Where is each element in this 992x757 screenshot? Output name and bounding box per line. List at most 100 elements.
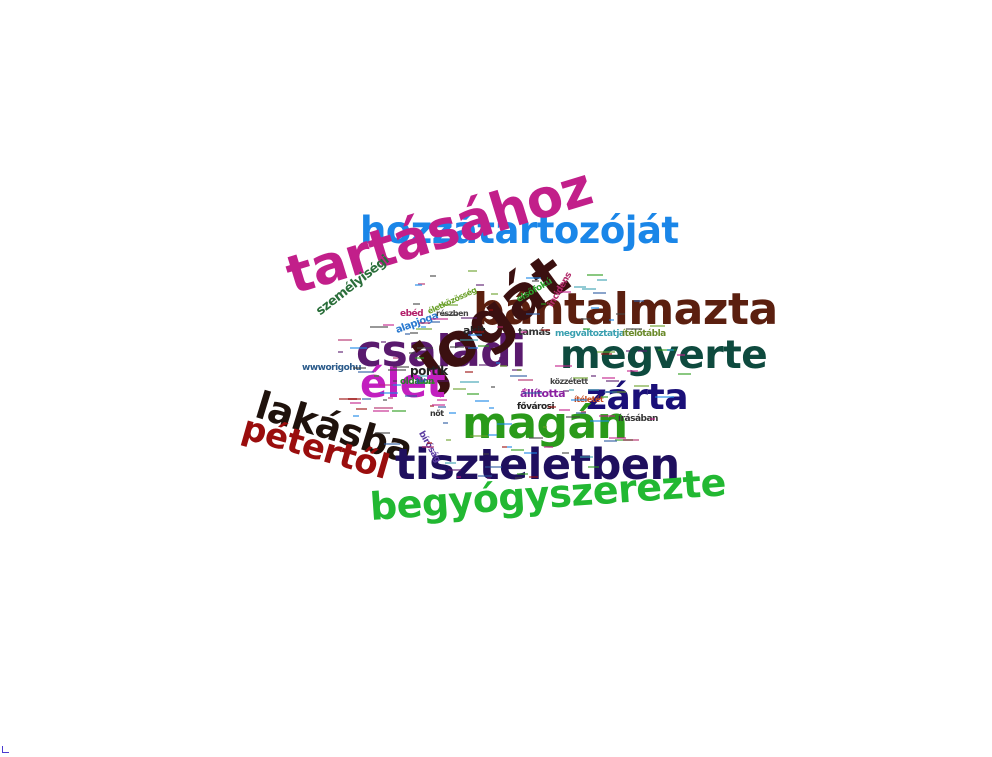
tiny-word-speck — [436, 399, 447, 402]
tiny-word-speck — [478, 344, 490, 347]
tiny-word-speck — [626, 350, 631, 353]
tiny-word-speck — [487, 476, 492, 479]
word-wwworigohu: wwworigohu — [302, 363, 362, 373]
word-hozzatartozojat: hozzátartozóját — [360, 209, 679, 252]
tiny-word-speck — [650, 418, 656, 421]
tiny-word-speck — [476, 283, 485, 286]
tiny-word-speck — [598, 414, 615, 417]
tiny-word-speck — [470, 434, 489, 437]
tiny-word-speck — [440, 303, 459, 306]
tiny-word-speck — [491, 293, 499, 296]
tiny-word-speck — [515, 476, 523, 479]
tiny-word-speck — [678, 372, 692, 375]
tiny-word-speck — [634, 385, 650, 388]
tiny-word-speck — [529, 475, 539, 478]
tiny-word-speck — [576, 411, 587, 414]
tiny-word-speck — [378, 384, 393, 387]
tiny-word-speck — [405, 332, 411, 335]
tiny-word-speck — [590, 306, 599, 309]
tiny-word-speck — [416, 347, 433, 350]
word-not: nőt — [430, 409, 444, 418]
tiny-word-speck — [622, 438, 639, 441]
tiny-word-speck — [410, 332, 419, 335]
word-ebed: ebéd — [400, 309, 424, 319]
tiny-word-speck — [415, 356, 425, 359]
word-iteletet: ítéletét — [574, 395, 604, 404]
tiny-word-speck — [352, 366, 366, 369]
tiny-word-speck — [467, 333, 482, 336]
word-irasaban: írásában — [618, 414, 658, 424]
tiny-word-speck — [388, 368, 407, 371]
tiny-word-speck — [572, 376, 588, 379]
tiny-word-speck — [532, 280, 540, 283]
tiny-word-speck — [479, 364, 489, 367]
word-oldalon: oldalon — [400, 377, 434, 387]
tiny-word-speck — [466, 392, 479, 395]
tiny-word-speck — [521, 388, 527, 391]
tiny-word-speck — [443, 422, 449, 425]
tiny-word-speck — [415, 284, 423, 287]
tiny-word-speck — [391, 409, 406, 412]
tiny-word-speck — [568, 388, 574, 391]
corner-mark — [2, 746, 9, 753]
tiny-word-speck — [650, 324, 666, 327]
tiny-word-speck — [431, 404, 445, 407]
tiny-word-speck — [393, 379, 398, 382]
tiny-word-speck — [353, 415, 360, 418]
tiny-word-speck — [562, 451, 570, 454]
tiny-word-speck — [431, 318, 449, 321]
tiny-word-speck — [464, 346, 470, 349]
tiny-word-speck — [540, 329, 550, 332]
word-lat: lát — [416, 378, 427, 386]
tiny-word-speck — [421, 326, 427, 329]
tiny-word-speck — [453, 388, 467, 391]
word-tamas: tamás — [518, 327, 551, 338]
tiny-word-speck — [637, 349, 647, 352]
tiny-word-speck — [612, 390, 627, 393]
tiny-word-speck — [432, 321, 441, 324]
tiny-word-speck — [437, 380, 449, 383]
tiny-word-speck — [601, 377, 615, 380]
tiny-word-speck — [482, 453, 489, 455]
word-akit: akit — [463, 325, 485, 336]
tiny-word-speck — [426, 442, 432, 445]
tiny-word-speck — [497, 326, 504, 329]
tiny-word-speck — [506, 446, 512, 449]
tiny-word-speck — [374, 374, 380, 377]
tiny-word-speck — [541, 303, 547, 306]
tiny-word-speck — [379, 392, 398, 395]
word-reszben: részben — [436, 310, 469, 318]
tiny-word-speck — [601, 418, 612, 421]
tiny-word-speck — [446, 439, 452, 442]
tiny-word-speck — [574, 285, 587, 288]
tiny-word-speck — [580, 456, 594, 458]
tiny-word-speck — [489, 308, 494, 311]
tiny-word-speck — [524, 451, 538, 454]
tiny-word-speck — [390, 384, 401, 387]
tiny-word-speck — [374, 432, 390, 435]
tiny-word-speck — [596, 351, 615, 353]
tiny-word-speck — [625, 328, 642, 331]
tiny-word-speck — [444, 461, 456, 464]
tiny-word-speck — [634, 300, 645, 303]
tiny-word-speck — [512, 368, 522, 371]
tiny-word-speck — [478, 474, 493, 477]
tiny-word-speck — [441, 313, 458, 316]
word-tiszteletben: tiszteletben — [395, 440, 680, 490]
tiny-word-speck — [358, 371, 375, 374]
tiny-word-speck — [554, 364, 572, 367]
tiny-word-speck — [502, 445, 508, 448]
tiny-word-speck — [544, 446, 554, 448]
tiny-word-speck — [460, 381, 480, 384]
tiny-word-speck — [488, 407, 494, 410]
tiny-word-speck — [418, 322, 430, 325]
tiny-word-speck — [349, 346, 367, 349]
tiny-word-speck — [465, 370, 474, 373]
tiny-word-speck — [350, 401, 362, 404]
tiny-word-speck — [676, 354, 685, 357]
tiny-word-speck — [496, 362, 501, 365]
tiny-word-speck — [627, 370, 639, 373]
tiny-word-speck — [361, 398, 371, 401]
tiny-word-speck — [456, 475, 461, 478]
tiny-word-speck — [472, 331, 485, 334]
